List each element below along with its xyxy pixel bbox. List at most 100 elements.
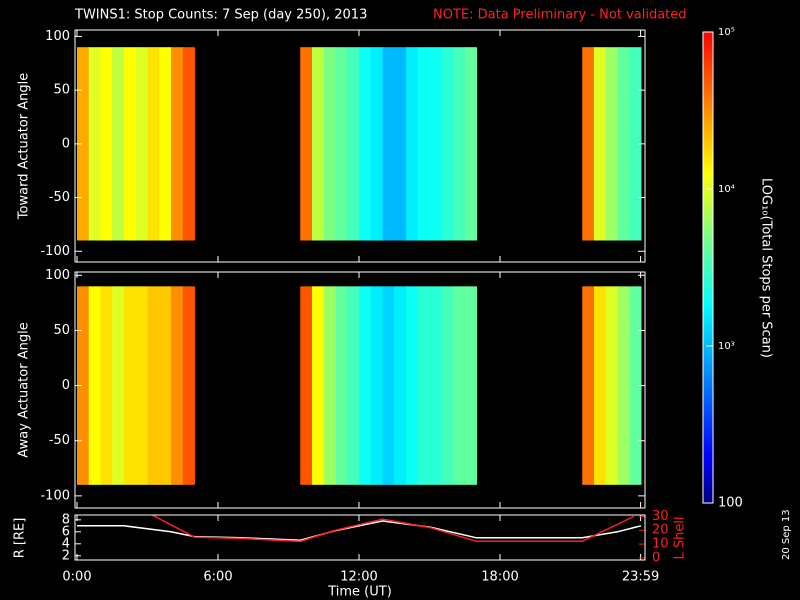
x-tick-label: 12:00: [340, 570, 377, 585]
heat-cell: [394, 47, 407, 241]
y-tick-label: 100: [45, 268, 70, 283]
heat-cell: [617, 47, 630, 241]
heat-cell: [124, 47, 137, 241]
y2-tick-label: 0: [652, 550, 660, 565]
heat-cell: [100, 286, 113, 485]
heat-cell: [629, 286, 642, 485]
heat-cell: [312, 286, 325, 485]
x-axis-label: Time (UT): [327, 585, 392, 600]
heat-cell: [300, 286, 313, 485]
heat-cell: [464, 286, 477, 485]
y2-tick-label: 30: [652, 509, 669, 524]
y-tick-label: -50: [49, 190, 70, 205]
y-tick-label: -50: [49, 433, 70, 448]
x-tick-label: 6:00: [203, 570, 232, 585]
heat-cell: [629, 47, 642, 241]
colorbar-tick-label: 100: [718, 496, 743, 511]
series-line: [77, 520, 642, 541]
heat-cell: [453, 286, 466, 485]
note: NOTE: Data Preliminary - Not validated: [433, 8, 687, 23]
heat-cell: [171, 47, 184, 241]
colorbar-tick-label: 10⁵: [718, 27, 735, 38]
heat-cell: [370, 286, 383, 485]
footer-date: 20 Sep 13: [781, 509, 792, 560]
heat-cell: [359, 47, 372, 241]
heat-cell: [112, 47, 125, 241]
colorbar-tick-label: 10⁴: [718, 184, 735, 195]
heat-cell: [147, 286, 160, 485]
heat-cell: [464, 47, 477, 241]
heat-cell: [159, 47, 172, 241]
y2-axis-label: L Shell: [673, 516, 688, 559]
heat-cell: [429, 286, 442, 485]
heat-cell: [594, 47, 607, 241]
heat-cell: [88, 47, 101, 241]
y-axis-label: R [RE]: [13, 518, 28, 559]
y-tick-label: 50: [53, 323, 70, 338]
heat-cell: [441, 286, 454, 485]
heat-cell: [300, 47, 313, 241]
panel-frame: [74, 271, 646, 509]
y-tick-label: 0: [62, 136, 70, 151]
y-tick-label: 4: [62, 536, 70, 551]
y-tick-label: -100: [40, 244, 70, 259]
y2-tick-label: 10: [652, 537, 669, 552]
heat-cell: [417, 286, 430, 485]
series-line: [151, 515, 635, 543]
heat-cell: [112, 286, 125, 485]
colorbar-label: LOG₁₀(Total Stops per Scan): [759, 178, 774, 358]
heat-cell: [135, 47, 148, 241]
heat-cell: [135, 286, 148, 485]
heat-cell: [605, 47, 618, 241]
chart-title: TWINS1: Stop Counts: 7 Sep (day 250), 20…: [74, 8, 367, 23]
heat-cell: [617, 286, 630, 485]
heat-cell: [406, 47, 419, 241]
heat-cell: [453, 47, 466, 241]
colorbar-tick-label: 10³: [718, 341, 735, 352]
x-tick-label: 0:00: [62, 570, 91, 585]
y2-tick-label: 20: [652, 523, 669, 538]
y-axis-label: Away Actuator Angle: [17, 322, 32, 457]
y-tick-label: 50: [53, 83, 70, 98]
heat-cell: [359, 286, 372, 485]
heat-cell: [382, 47, 395, 241]
heat-cell: [77, 47, 90, 241]
heat-cell: [77, 286, 90, 485]
y-tick-label: 6: [62, 524, 70, 539]
heat-cell: [88, 286, 101, 485]
heat-cell: [147, 47, 160, 241]
heat-cell: [335, 47, 348, 241]
x-tick-label: 23:59: [622, 570, 659, 585]
heat-cell: [347, 47, 360, 241]
colorbar: [702, 31, 714, 504]
heat-cell: [182, 47, 195, 241]
y-tick-label: 8: [62, 512, 70, 527]
heat-cell: [323, 47, 336, 241]
heat-cell: [582, 286, 595, 485]
heat-cell: [594, 286, 607, 485]
heat-cell: [171, 286, 184, 485]
heat-cell: [417, 47, 430, 241]
heat-cell: [429, 47, 442, 241]
heat-cell: [394, 286, 407, 485]
y-tick-label: -100: [40, 488, 70, 503]
heat-cell: [335, 286, 348, 485]
panel-frame: [74, 514, 646, 561]
heat-cell: [182, 286, 195, 485]
heat-cell: [159, 286, 172, 485]
y-tick-label: 100: [45, 29, 70, 44]
heat-cell: [370, 47, 383, 241]
y-tick-label: 2: [62, 548, 70, 563]
heat-cell: [441, 47, 454, 241]
heat-cell: [605, 286, 618, 485]
heat-cell: [406, 286, 419, 485]
heat-cell: [382, 286, 395, 485]
heat-cell: [124, 286, 137, 485]
heat-cell: [347, 286, 360, 485]
y-tick-label: 0: [62, 378, 70, 393]
heat-cell: [582, 47, 595, 241]
heat-cell: [312, 47, 325, 241]
heat-cell: [323, 286, 336, 485]
heat-cell: [100, 47, 113, 241]
